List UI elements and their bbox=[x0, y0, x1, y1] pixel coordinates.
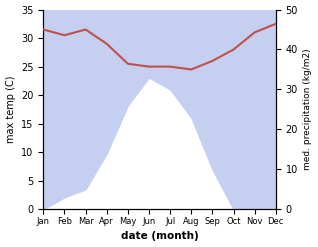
Y-axis label: med. precipitation (kg/m2): med. precipitation (kg/m2) bbox=[303, 49, 313, 170]
X-axis label: date (month): date (month) bbox=[121, 231, 198, 242]
Y-axis label: max temp (C): max temp (C) bbox=[5, 76, 16, 143]
